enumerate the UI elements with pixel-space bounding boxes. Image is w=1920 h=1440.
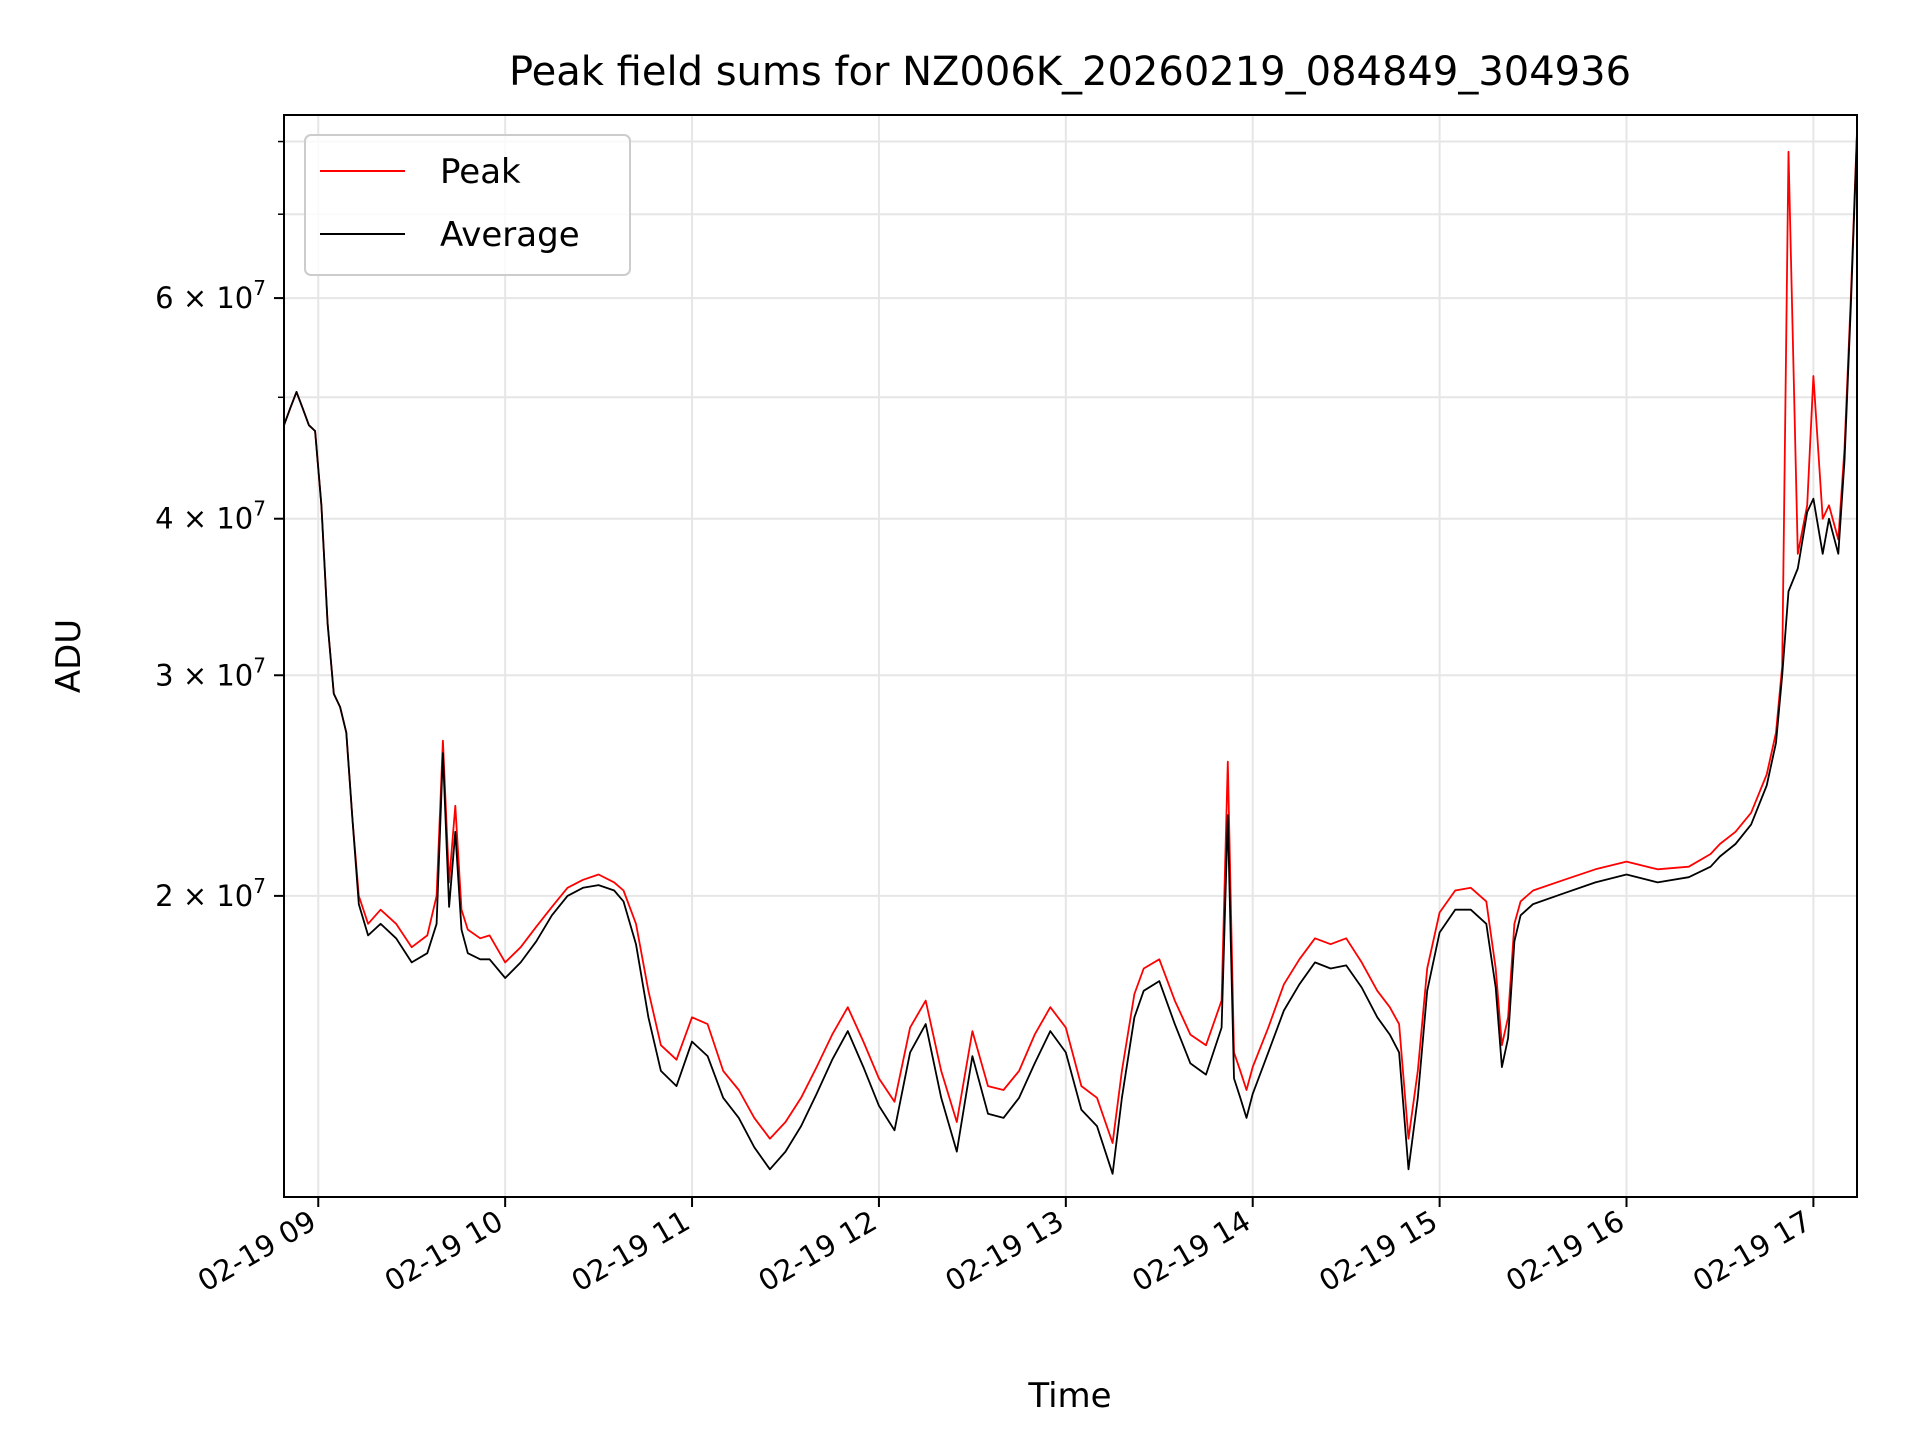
y-axis-label: ADU xyxy=(49,619,89,693)
y-tick-label: 6 × 107 xyxy=(155,276,266,315)
x-axis-label: Time xyxy=(1027,1376,1111,1416)
legend-label-average: Average xyxy=(440,215,580,255)
y-tick-label: 3 × 107 xyxy=(155,653,266,692)
series-layer xyxy=(283,131,1858,1175)
series-line-peak xyxy=(283,131,1858,1144)
series-line-average xyxy=(283,134,1858,1175)
grid xyxy=(284,115,1857,1197)
y-tick-label: 2 × 107 xyxy=(155,874,266,913)
legend-label-peak: Peak xyxy=(440,152,521,192)
y-tick-label: 4 × 107 xyxy=(155,497,266,536)
chart-title: Peak field sums for NZ006K_20260219_0848… xyxy=(509,49,1631,95)
legend: Peak Average xyxy=(304,134,631,276)
plot-frame xyxy=(283,114,1858,1198)
